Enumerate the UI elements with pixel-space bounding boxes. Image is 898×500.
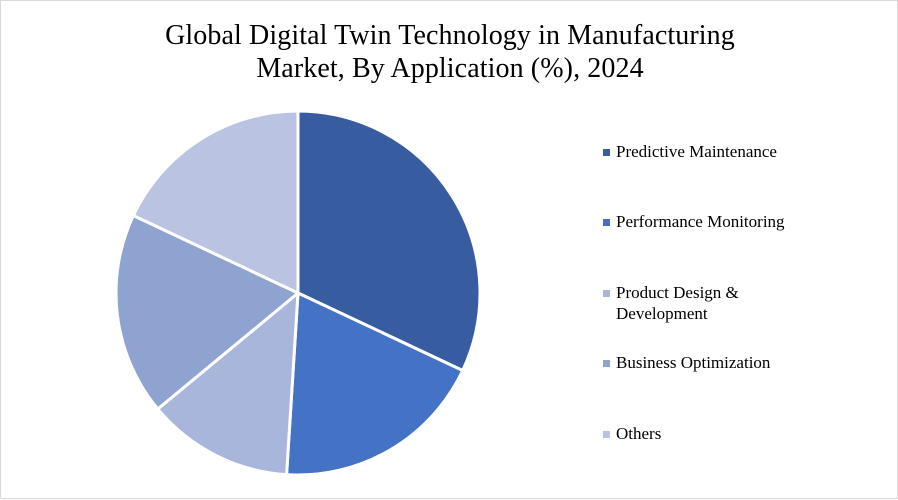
pie-slice-business-optimization: [114, 214, 300, 411]
legend-swatch-predictive-maintenance: [603, 149, 610, 156]
legend-swatch-others: [603, 431, 610, 438]
chart-title-line-1: Global Digital Twin Technology in Manufa…: [165, 20, 735, 51]
legend-item-others: Others: [603, 423, 836, 444]
pie-slice-others: [131, 109, 300, 295]
pie-slice-predictive-maintenance: [296, 109, 482, 372]
legend-label-predictive-maintenance: Predictive Maintenance: [616, 142, 777, 161]
legend-item-predictive-maintenance: Predictive Maintenance: [603, 141, 836, 162]
pie-slice-performance-monitoring: [285, 291, 465, 477]
legend-item-product-design-development: Product Design & Development: [603, 282, 786, 324]
legend-label-others: Others: [616, 424, 662, 443]
legend-swatch-product-design-development: [603, 290, 610, 297]
legend-label-performance-monitoring: Performance Monitoring: [616, 212, 785, 231]
legend-item-performance-monitoring: Performance Monitoring: [603, 211, 836, 232]
chart-title-line-2: Market, By Application (%), 2024: [256, 53, 644, 84]
chart-title: Global Digital Twin Technology in Manufa…: [1, 19, 898, 85]
legend-swatch-business-optimization: [603, 360, 610, 367]
legend-swatch-performance-monitoring: [603, 219, 610, 226]
pie-slice-product-design-development: [156, 291, 300, 477]
legend-item-business-optimization: Business Optimization: [603, 352, 836, 373]
legend-label-product-design-development: Product Design & Development: [616, 283, 739, 323]
legend-label-business-optimization: Business Optimization: [616, 353, 771, 372]
